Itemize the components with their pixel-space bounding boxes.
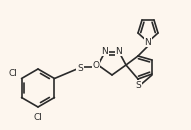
Text: Cl: Cl bbox=[34, 113, 42, 122]
Text: Cl: Cl bbox=[8, 69, 17, 78]
Text: N: N bbox=[102, 47, 108, 56]
Text: S: S bbox=[135, 80, 141, 89]
Text: O: O bbox=[92, 60, 100, 70]
Text: N: N bbox=[145, 37, 151, 47]
Text: S: S bbox=[77, 63, 83, 73]
Text: N: N bbox=[116, 47, 122, 56]
